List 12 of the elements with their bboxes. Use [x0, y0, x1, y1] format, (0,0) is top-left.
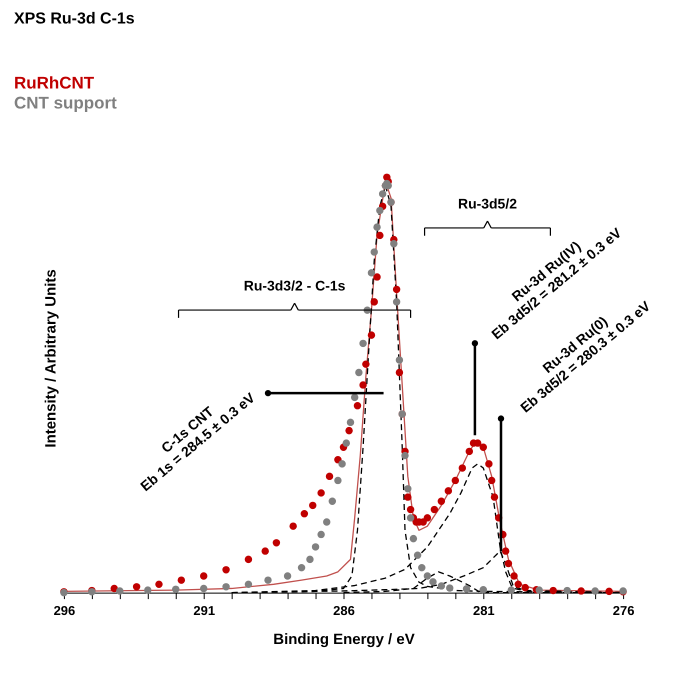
x-axis-title: Binding Energy / eV [273, 631, 415, 648]
x-tick-label: 286 [333, 603, 355, 618]
x-tick-label: 291 [193, 603, 216, 618]
annotation: Ru-3d5/2 [458, 195, 518, 212]
text: RuRhCNT [14, 73, 95, 92]
y-axis-title: Intensity / Arbitrary Units [42, 269, 60, 448]
text: CNT support [14, 93, 118, 112]
x-tick-label: 296 [54, 603, 76, 618]
annotation: Ru-3d3/2 - C-1s [244, 278, 346, 294]
x-tick-label: 276 [612, 603, 634, 618]
x-tick-label: 281 [472, 603, 495, 618]
chart-title: XPS Ru-3d C-1s [14, 10, 135, 28]
